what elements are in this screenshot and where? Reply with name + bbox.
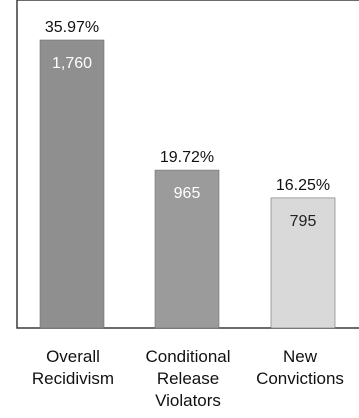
bar-2 [154,169,220,329]
value-label-2: 965 [174,185,201,202]
value-label-3: 795 [290,213,317,230]
percent-label-2: 19.72% [160,149,214,166]
bars-layer [39,39,336,329]
labels-layer: 35.97% 1,760 Overall Recidivism 19.72% 965 Con… [32,19,344,410]
bar-1 [39,39,105,329]
category-label-2-line-2: Release [157,369,219,388]
category-label-2-line-3: Violators [155,391,221,410]
bar-3 [270,197,336,329]
percent-label-3: 16.25% [276,177,330,194]
category-label-3-line-1: New [283,347,318,366]
value-label-1: 1,760 [52,55,92,72]
category-label-1-line-2: Recidivism [32,369,114,388]
category-label-1-line-1: Overall [46,347,100,366]
category-label-2-line-1: Conditional [145,347,230,366]
category-label-3-line-2: Convictions [256,369,344,388]
percent-label-1: 35.97% [45,19,99,36]
